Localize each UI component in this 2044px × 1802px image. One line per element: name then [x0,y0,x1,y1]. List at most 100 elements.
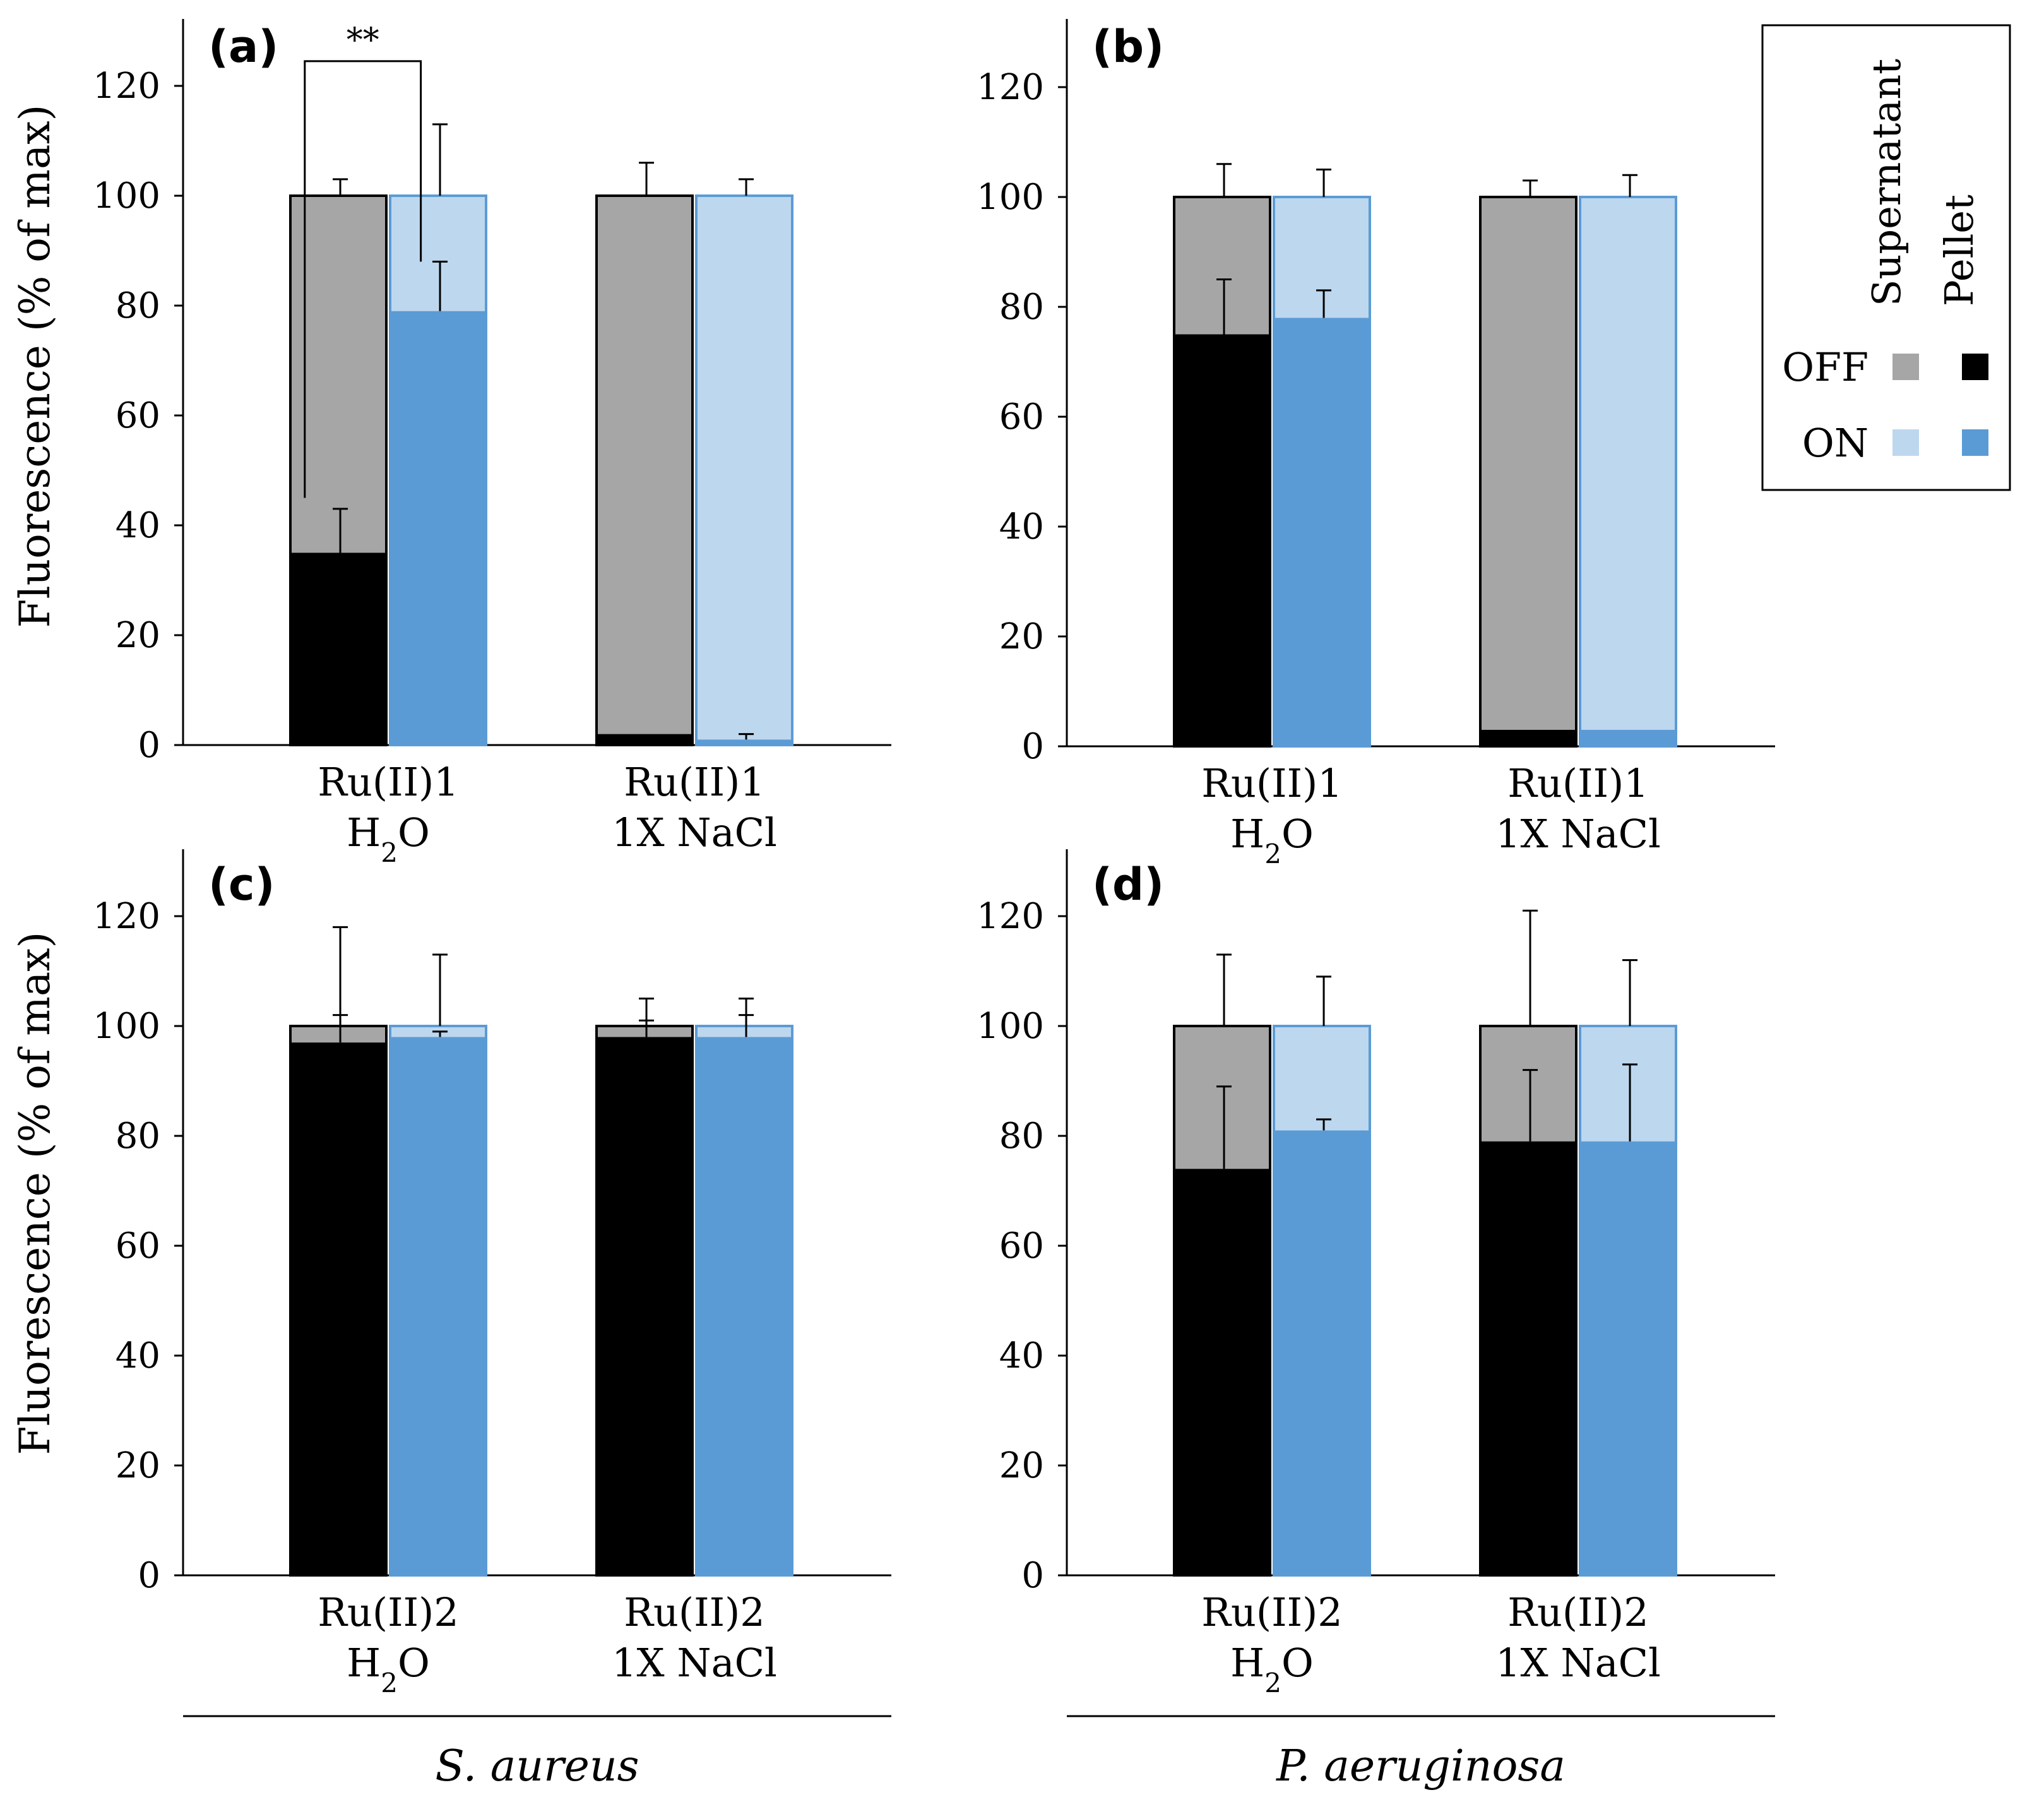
panel-label: (d) [1092,859,1164,910]
bar-pellet-off [1480,729,1576,746]
panel-label: (b) [1092,21,1164,73]
y-tick-label: 80 [116,1116,160,1157]
y-tick-label: 20 [116,615,160,656]
y-tick-label: 100 [93,1006,160,1047]
bar-outline-on [1579,196,1677,748]
bar-supernatant-on [390,196,486,311]
bar-outline-on [389,1025,487,1577]
y-axis-label-top: Fluorescence (% of max) [11,105,59,628]
legend-pellet-label: Pellet [1936,194,1982,306]
bar-pellet-off [1174,334,1270,746]
bar-pellet-on [390,1037,486,1575]
bar-supernatant-off [1480,1026,1576,1142]
legend-supernatant-label: Supernatant [1863,59,1910,306]
bar-supernatant-on [696,1026,792,1037]
y-tick-label: 100 [977,1006,1044,1047]
x-category-label-line1: Ru(II)2 [318,1589,458,1635]
y-tick-label: 20 [116,1445,160,1486]
x-category-label-line2: H2O [1230,811,1314,869]
legend-on-label: ON [1802,420,1869,466]
bar-supernatant-on [696,196,792,740]
bar-pellet-off [290,1042,386,1575]
bar-pellet-on [1580,729,1676,746]
species-label-left: S. aureus [435,1741,639,1791]
legend-swatch-on-pellet [1962,429,1988,456]
x-category-label-line1: Ru(II)2 [1507,1589,1648,1635]
bar-supernatant-on [1274,197,1370,318]
bar-outline-off [1479,1025,1578,1577]
bar-pellet-off [1174,1169,1270,1575]
x-category-label-line2: H2O [347,809,430,868]
legend-box [1761,24,2011,491]
panel-label: (a) [208,21,278,73]
bar-supernatant-off [290,196,386,553]
bar-pellet-off [1480,1141,1576,1575]
bar-supernatant-on [1580,197,1676,730]
x-category-label-line1: Ru(II)1 [1507,760,1648,806]
x-category-label-line1: Ru(II)1 [624,759,764,805]
bar-outline-on [695,1025,793,1577]
bar-outline-off [289,194,388,746]
bar-pellet-on [1274,1130,1370,1575]
bar-outline-off [1479,196,1578,748]
bar-outline-off [1173,1025,1271,1577]
legend-swatch-off-pellet [1962,354,1988,380]
bar-outline-on [389,194,487,746]
bar-pellet-on [696,1037,792,1575]
y-tick-label: 0 [138,725,160,766]
y-tick-label: 0 [1021,726,1044,767]
y-tick-label: 120 [977,896,1044,937]
x-category-label-line2: 1X NaCl [1495,1640,1661,1686]
x-category-label-line2: H2O [1230,1640,1314,1698]
x-category-label-line1: Ru(II)1 [318,759,458,805]
bar-pellet-off [597,734,692,745]
x-category-label-line1: Ru(II)2 [624,1589,764,1635]
significance-label: ** [347,21,379,59]
legend: Supernatant Pellet OFF ON [1761,24,2011,491]
x-category-label-line2: 1X NaCl [612,1640,777,1686]
bar-outline-on [1273,1025,1371,1577]
panel-d: 0 20 40 60 80 100 120 (d) Ru(II)2 H2O Ru(II)2 1X Na… [977,849,1775,1698]
y-tick-label: 60 [116,1226,160,1267]
bar-supernatant-off [1174,1026,1270,1169]
y-tick-label: 120 [93,896,160,937]
panel-label: (c) [208,859,275,910]
y-tick-label: 100 [93,176,160,217]
bar-supernatant-off [1480,197,1576,730]
bar-supernatant-off [290,1026,386,1043]
bar-outline-off [1173,196,1271,748]
y-tick-label: 120 [977,67,1044,108]
y-tick-label: 0 [138,1555,160,1596]
y-tick-label: 120 [93,66,160,107]
bar-outline-off [595,194,694,746]
y-tick-label: 20 [999,1445,1044,1486]
x-category-label-line2: 1X NaCl [1495,811,1661,857]
significance-bracket [304,60,422,498]
legend-swatch-on-supernatant [1892,429,1919,456]
y-tick-label: 20 [999,616,1044,657]
panel-c: 0 20 40 60 80 100 120 (c) Ru(II)2 H2O Ru(II)2 1X Na… [93,849,891,1698]
species-label-right: P. aeruginosa [1275,1741,1566,1791]
bar-pellet-on [1580,1141,1676,1575]
y-tick-label: 60 [116,395,160,436]
x-category-label-line2: 1X NaCl [612,809,777,856]
y-tick-label: 80 [116,285,160,326]
bar-outline-on [1579,1025,1677,1577]
y-tick-label: 80 [999,1116,1044,1157]
x-category-label-line1: Ru(II)1 [1201,760,1342,806]
x-category-label-line1: Ru(II)2 [1201,1589,1342,1635]
y-tick-label: 80 [999,287,1044,328]
y-tick-label: 40 [999,1335,1044,1376]
legend-swatch-off-supernatant [1892,354,1919,380]
bar-supernatant-off [597,196,692,734]
y-tick-label: 60 [999,397,1044,438]
bar-outline-on [1273,196,1371,748]
y-tick-label: 60 [999,1226,1044,1267]
y-axis-label-bottom: Fluorescence (% of max) [11,932,59,1455]
bar-supernatant-off [1174,197,1270,335]
legend-off-label: OFF [1782,344,1869,390]
y-tick-label: 0 [1021,1555,1044,1596]
bar-pellet-on [1274,318,1370,746]
